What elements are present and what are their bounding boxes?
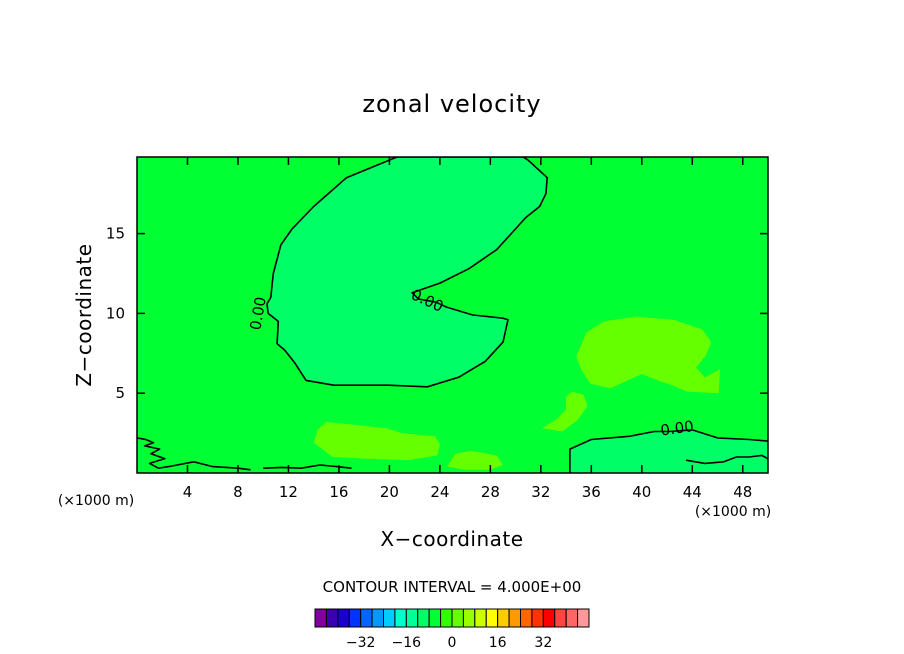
colorbar-swatch: [417, 608, 430, 628]
contour-region-0: [267, 157, 548, 387]
colorbar-swatch: [360, 608, 373, 628]
plot-frame: [136, 156, 769, 474]
x-unit-label-left: (×1000 m): [58, 493, 134, 509]
x-tick-label: 32: [531, 483, 550, 501]
colorbar-swatch: [325, 608, 339, 628]
colorbar-tick-label: 0: [448, 635, 457, 651]
colorbar-swatch: [554, 608, 567, 628]
y-tick-label: 5: [115, 384, 125, 402]
colorbar-swatch: [394, 608, 407, 628]
contour-line-2: [137, 437, 251, 471]
colorbar: [314, 608, 590, 628]
contour-region-2: [576, 316, 720, 394]
plot-area: 0.00 0.000.00: [136, 156, 769, 474]
contour-line-0: [266, 157, 549, 388]
x-tick-label: 48: [733, 483, 752, 501]
colorbar-swatch: [337, 608, 350, 628]
colorbar-swatch: [314, 608, 327, 628]
chart-title: zonal velocity: [362, 90, 541, 118]
colorbar-swatch: [440, 608, 453, 628]
colorbar-swatch: [565, 608, 579, 628]
colorbar-swatch: [474, 608, 487, 628]
colorbar-swatch: [371, 608, 385, 628]
colorbar-labels: −32 −16 0 16 32: [346, 635, 552, 651]
x-tick-label: 28: [481, 483, 500, 501]
y-tick-label: 10: [106, 304, 125, 322]
colorbar-swatch: [508, 608, 522, 628]
contour-line-1: [569, 429, 768, 473]
colorbar-swatch: [497, 608, 510, 628]
x-tick-label: 24: [430, 483, 449, 501]
colorbar-swatch: [348, 608, 362, 628]
x-tick-label: 4: [183, 483, 193, 501]
contour-region-3: [542, 391, 588, 432]
contour-label: 0.00: [246, 295, 270, 331]
colorbar-swatch: [451, 608, 464, 628]
y-tick-label: 15: [106, 225, 125, 243]
x-unit-label-right: (×1000 m): [695, 504, 771, 520]
x-tick-label: 44: [683, 483, 702, 501]
colorbar-swatch: [542, 608, 556, 628]
x-tick-label: 12: [279, 483, 298, 501]
colorbar-swatch: [405, 608, 419, 628]
colorbar-swatch: [531, 608, 544, 628]
contour-line-4: [685, 454, 768, 465]
colorbar-swatch: [485, 608, 499, 628]
x-tick-label: 36: [582, 483, 601, 501]
x-axis-title: X−coordinate: [380, 527, 523, 551]
contour-region-5: [447, 450, 503, 470]
contour-region-4: [313, 421, 440, 461]
y-axis-title: Z−coordinate: [72, 243, 96, 386]
colorbar-swatch: [462, 608, 476, 628]
colorbar-tick-label: 16: [489, 635, 507, 651]
colorbar-swatch: [383, 608, 396, 628]
x-tick-label: 40: [632, 483, 651, 501]
x-tick-label: 20: [380, 483, 399, 501]
contour-interval-label: CONTOUR INTERVAL = 4.000E+00: [323, 578, 582, 596]
x-tick-label: 8: [233, 483, 243, 501]
colorbar-tick-label: −16: [392, 635, 422, 651]
colorbar-swatch: [428, 608, 442, 628]
contour-label: 0.00: [659, 417, 695, 439]
colorbar-tick-label: −32: [346, 635, 376, 651]
x-tick-label: 16: [329, 483, 348, 501]
colorbar-swatch: [520, 608, 533, 628]
colorbar-swatch: [577, 608, 590, 628]
colorbar-tick-label: 32: [534, 635, 552, 651]
